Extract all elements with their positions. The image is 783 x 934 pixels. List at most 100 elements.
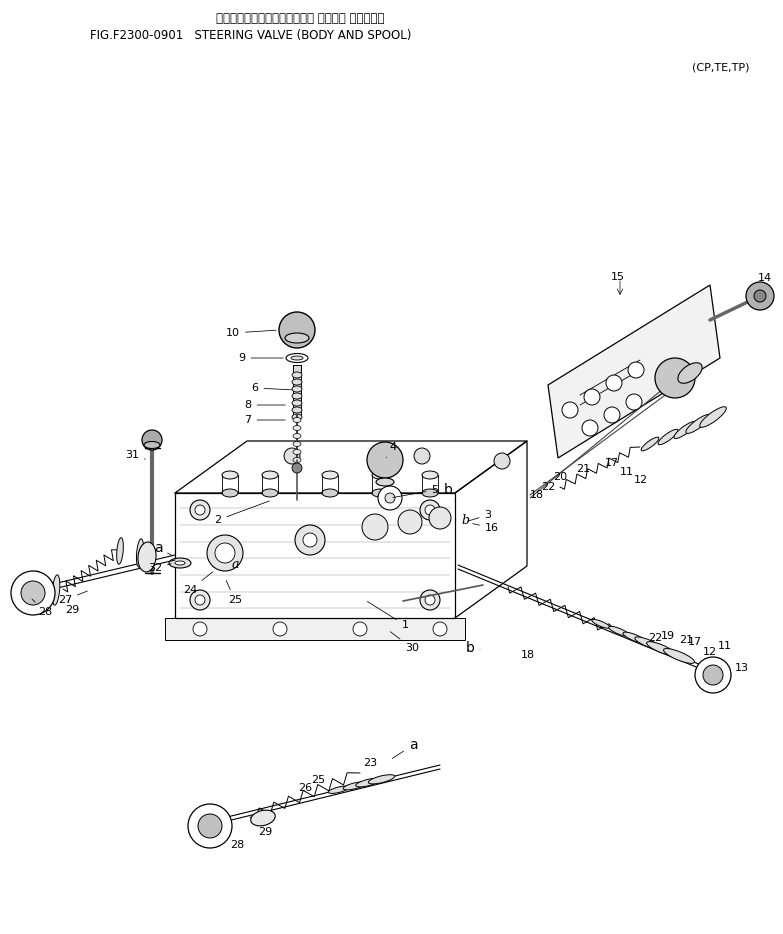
Text: 23: 23 (363, 758, 377, 768)
Text: a: a (153, 541, 172, 556)
Ellipse shape (292, 386, 302, 392)
Ellipse shape (292, 372, 302, 378)
Circle shape (195, 595, 205, 605)
Circle shape (385, 493, 395, 503)
Circle shape (190, 500, 210, 520)
Text: b: b (461, 514, 469, 527)
Text: 4: 4 (387, 442, 396, 458)
Circle shape (398, 510, 422, 534)
Text: 7: 7 (244, 415, 285, 425)
Text: 11: 11 (718, 641, 732, 651)
Ellipse shape (376, 478, 394, 486)
Ellipse shape (658, 430, 678, 445)
Ellipse shape (175, 561, 185, 565)
Circle shape (279, 312, 315, 348)
Ellipse shape (328, 786, 349, 793)
Ellipse shape (222, 489, 238, 497)
Ellipse shape (52, 574, 60, 605)
Circle shape (353, 622, 367, 636)
Circle shape (433, 622, 447, 636)
Ellipse shape (293, 458, 301, 462)
Text: 8: 8 (244, 400, 285, 410)
Text: 28: 28 (230, 840, 244, 850)
Circle shape (195, 505, 205, 515)
Ellipse shape (286, 353, 308, 362)
Circle shape (494, 453, 510, 469)
Circle shape (626, 394, 642, 410)
Ellipse shape (262, 471, 278, 479)
Circle shape (420, 500, 440, 520)
Ellipse shape (355, 778, 381, 786)
Ellipse shape (635, 637, 661, 649)
Circle shape (378, 486, 402, 510)
Ellipse shape (291, 356, 303, 360)
Text: b: b (443, 483, 455, 500)
Text: 12: 12 (634, 475, 648, 485)
Text: 2: 2 (215, 501, 269, 525)
Ellipse shape (322, 471, 338, 479)
Ellipse shape (647, 642, 675, 656)
Text: 6: 6 (251, 383, 292, 393)
Ellipse shape (293, 426, 301, 431)
Circle shape (628, 362, 644, 378)
Circle shape (425, 595, 435, 605)
Text: (CP,TE,TP): (CP,TE,TP) (692, 63, 750, 73)
Circle shape (562, 402, 578, 418)
Ellipse shape (144, 442, 160, 448)
Circle shape (584, 389, 600, 405)
Ellipse shape (623, 632, 647, 644)
Text: 29: 29 (65, 600, 79, 615)
Circle shape (604, 407, 620, 423)
Ellipse shape (138, 542, 156, 572)
Circle shape (11, 571, 55, 615)
Text: 29: 29 (258, 827, 272, 837)
Ellipse shape (251, 810, 276, 826)
Text: 3: 3 (467, 510, 492, 521)
Text: 11: 11 (620, 467, 634, 477)
Circle shape (362, 514, 388, 540)
Circle shape (655, 358, 695, 398)
Circle shape (193, 622, 207, 636)
Text: 28: 28 (32, 599, 52, 617)
Circle shape (284, 448, 300, 464)
Ellipse shape (285, 333, 309, 343)
Circle shape (695, 657, 731, 693)
Circle shape (198, 814, 222, 838)
Ellipse shape (293, 433, 301, 438)
Text: 25: 25 (226, 581, 242, 605)
Text: 24: 24 (183, 572, 213, 595)
Text: 1: 1 (367, 601, 409, 630)
Text: 17: 17 (688, 637, 702, 647)
Circle shape (746, 282, 774, 310)
Text: 21: 21 (679, 635, 693, 645)
Ellipse shape (136, 539, 143, 567)
Text: 12: 12 (703, 647, 717, 657)
Ellipse shape (292, 407, 302, 413)
Ellipse shape (678, 362, 702, 383)
Text: b: b (466, 641, 480, 655)
Ellipse shape (641, 437, 659, 451)
Bar (165, 618, 465, 640)
Ellipse shape (292, 379, 302, 385)
Circle shape (190, 590, 210, 610)
Text: 17: 17 (605, 458, 619, 468)
Ellipse shape (422, 489, 438, 497)
Circle shape (425, 505, 435, 515)
Text: 9: 9 (239, 353, 283, 363)
Text: 16: 16 (473, 523, 499, 533)
Circle shape (420, 590, 440, 610)
Circle shape (303, 533, 317, 547)
Text: ステアリングバルブ（ボディー オヨビー スプール）: ステアリングバルブ（ボディー オヨビー スプール） (216, 11, 384, 24)
Ellipse shape (169, 558, 191, 568)
Text: a: a (231, 559, 239, 572)
Text: 25: 25 (311, 775, 325, 785)
Ellipse shape (663, 648, 695, 663)
Ellipse shape (292, 400, 302, 406)
Ellipse shape (292, 414, 302, 420)
Circle shape (292, 463, 302, 473)
Circle shape (142, 430, 162, 450)
Circle shape (429, 507, 451, 529)
Ellipse shape (222, 471, 238, 479)
Ellipse shape (592, 619, 610, 629)
Text: 15: 15 (611, 272, 625, 282)
